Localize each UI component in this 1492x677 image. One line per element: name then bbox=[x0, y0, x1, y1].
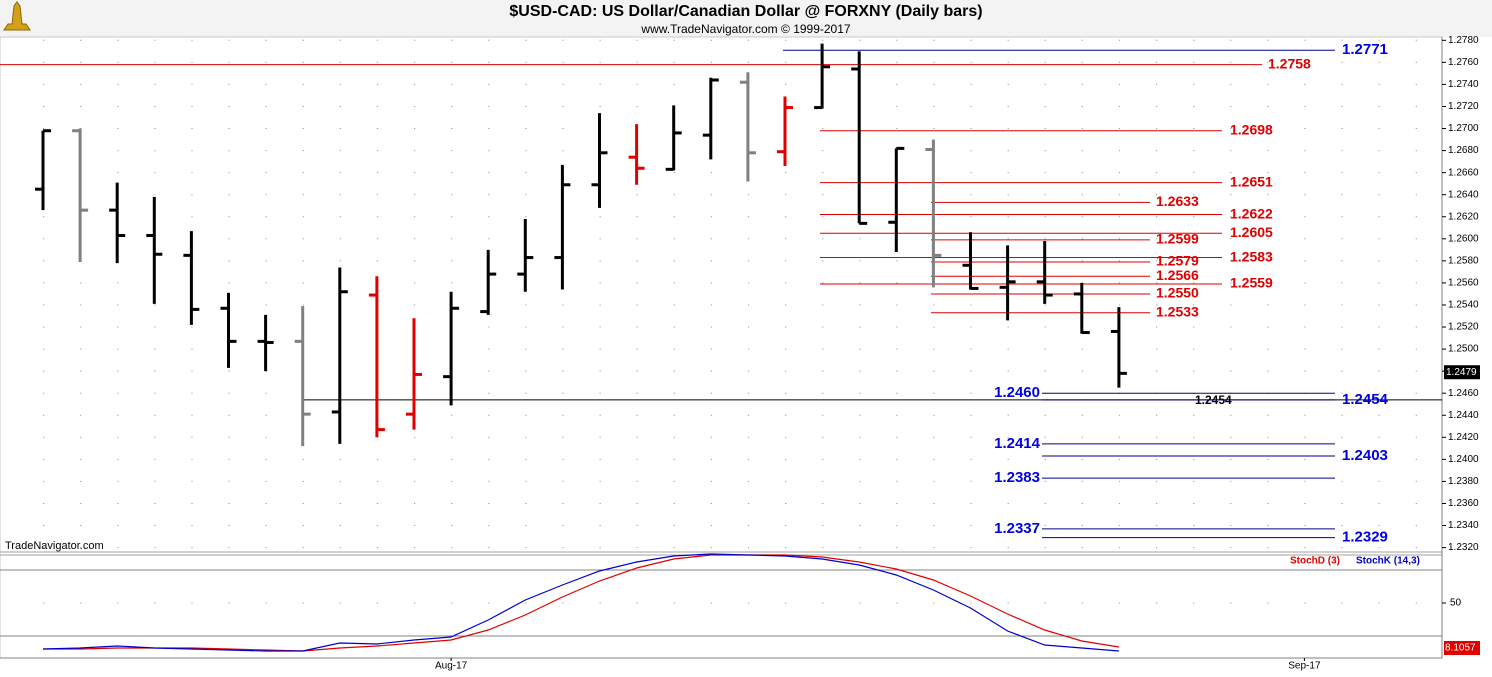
ohlc-bar bbox=[999, 245, 1016, 321]
ohlc-bar bbox=[331, 267, 348, 444]
level-label: 1.2533 bbox=[1156, 303, 1199, 319]
y-tick-label: 1.2560 bbox=[1448, 278, 1479, 289]
ohlc-bar bbox=[702, 77, 719, 160]
watermark: TradeNavigator.com bbox=[5, 540, 104, 552]
y-tick-label: 1.2620 bbox=[1448, 211, 1479, 222]
legend-entry: StochD (3) bbox=[1290, 556, 1340, 567]
y-tick-label: 1.2340 bbox=[1448, 520, 1479, 531]
level-label: 1.2403 bbox=[1342, 447, 1388, 464]
ohlc-bar bbox=[591, 113, 608, 208]
ohlc-bar bbox=[554, 164, 571, 290]
ohlc-bar bbox=[72, 128, 89, 262]
level-label: 1.2651 bbox=[1230, 173, 1273, 189]
ohlc-bar bbox=[109, 182, 126, 264]
ohlc-bar bbox=[925, 139, 942, 288]
ohlc-bar bbox=[368, 276, 385, 438]
y-tick-label: 1.2700 bbox=[1448, 123, 1479, 134]
y-tick-label: 1.2320 bbox=[1448, 542, 1479, 553]
legend-entry: StochK (14,3) bbox=[1356, 556, 1420, 567]
y-tick-label: 1.2400 bbox=[1448, 454, 1479, 465]
logo bbox=[3, 1, 31, 31]
level-label: 1.2605 bbox=[1230, 224, 1273, 240]
plot-background bbox=[0, 36, 1443, 659]
y-tick-label: 50 bbox=[1450, 598, 1462, 609]
ohlc-bar bbox=[962, 232, 979, 290]
y-tick-label: 1.2360 bbox=[1448, 498, 1479, 509]
y-tick-label: 1.2420 bbox=[1448, 432, 1479, 443]
level-label: 1.2583 bbox=[1230, 248, 1273, 264]
ohlc-bar bbox=[1036, 241, 1053, 304]
ohlc-bar bbox=[1110, 307, 1127, 388]
level-label: 1.2579 bbox=[1156, 253, 1199, 269]
y-tick-label: 1.2740 bbox=[1448, 79, 1479, 90]
ohlc-bar bbox=[814, 43, 831, 110]
stoch-line bbox=[43, 554, 1119, 652]
logo-shape bbox=[3, 1, 31, 31]
chart-title: $USD-CAD: US Dollar/Canadian Dollar @ FO… bbox=[509, 3, 982, 20]
level-label: 1.2698 bbox=[1230, 121, 1273, 137]
ohlc-bar bbox=[628, 124, 645, 185]
y-tick-label: 1.2760 bbox=[1448, 57, 1479, 68]
ohlc-bar bbox=[146, 196, 163, 304]
ohlc-bar bbox=[183, 231, 200, 325]
level-label: 1.2329 bbox=[1342, 529, 1388, 546]
ohlc-bar bbox=[294, 306, 311, 447]
y-tick-label: 1.2780 bbox=[1448, 35, 1479, 46]
y-tick-label: 1.2540 bbox=[1448, 300, 1479, 311]
ohlc-bar bbox=[35, 129, 51, 211]
y-tick-label: 1.2580 bbox=[1448, 256, 1479, 267]
level-label: 1.2599 bbox=[1156, 231, 1199, 247]
y-tick-label: 1.2660 bbox=[1448, 167, 1479, 178]
y-tick-label: 1.2380 bbox=[1448, 476, 1479, 487]
ohlc-bar bbox=[517, 218, 534, 292]
level-label: 1.2414 bbox=[994, 435, 1041, 452]
y-tick-label: 1.2680 bbox=[1448, 145, 1479, 156]
y-tick-label: 1.2720 bbox=[1448, 101, 1479, 112]
level-label: 1.2771 bbox=[1342, 41, 1388, 58]
y-tick-label: 1.2600 bbox=[1448, 233, 1479, 244]
ohlc-bar bbox=[777, 96, 793, 167]
last-price-label: 1.2479 bbox=[1446, 367, 1477, 378]
level-label: 1.2622 bbox=[1230, 205, 1273, 221]
level-label: 1.2454 bbox=[1342, 391, 1389, 408]
ohlc-bar bbox=[851, 51, 868, 225]
ohlc-bar bbox=[443, 291, 460, 406]
chart-subtitle: www.TradeNavigator.com © 1999-2017 bbox=[640, 22, 850, 36]
ohlc-bar bbox=[888, 146, 905, 253]
y-tick-label: 1.2500 bbox=[1448, 344, 1479, 355]
ohlc-bar bbox=[257, 314, 274, 372]
ohlc-bar bbox=[665, 105, 682, 171]
ohlc-bar bbox=[739, 72, 756, 182]
level-label: 1.2758 bbox=[1268, 55, 1311, 71]
stoch-line bbox=[42, 553, 1119, 652]
header-background bbox=[0, 0, 1492, 37]
ohlc-bar bbox=[1073, 282, 1090, 335]
level-label: 1.2550 bbox=[1156, 285, 1199, 301]
y-tick-label: 1.2460 bbox=[1448, 388, 1479, 399]
ohlc-bar bbox=[406, 318, 422, 430]
x-tick-label: Aug-17 bbox=[435, 661, 468, 672]
level-label: 1.2383 bbox=[994, 469, 1040, 486]
level-label: 1.2337 bbox=[994, 520, 1040, 537]
level-label: 1.2460 bbox=[994, 384, 1040, 401]
ohlc-bar bbox=[480, 249, 497, 315]
stoch-last-box bbox=[1444, 641, 1480, 655]
level-label: 1.2566 bbox=[1156, 267, 1199, 283]
y-tick-label: 1.2640 bbox=[1448, 189, 1479, 200]
y-tick-label: 1.2440 bbox=[1448, 410, 1479, 421]
level-label: 1.2633 bbox=[1156, 193, 1199, 209]
ohlc-bar bbox=[220, 292, 237, 368]
level-label: 1.2559 bbox=[1230, 275, 1273, 291]
y-tick-label: 1.2520 bbox=[1448, 322, 1479, 333]
last-price-box bbox=[1444, 365, 1480, 380]
x-tick-label: Sep-17 bbox=[1288, 661, 1321, 672]
stoch-last-label: 8.1057 bbox=[1445, 643, 1476, 654]
